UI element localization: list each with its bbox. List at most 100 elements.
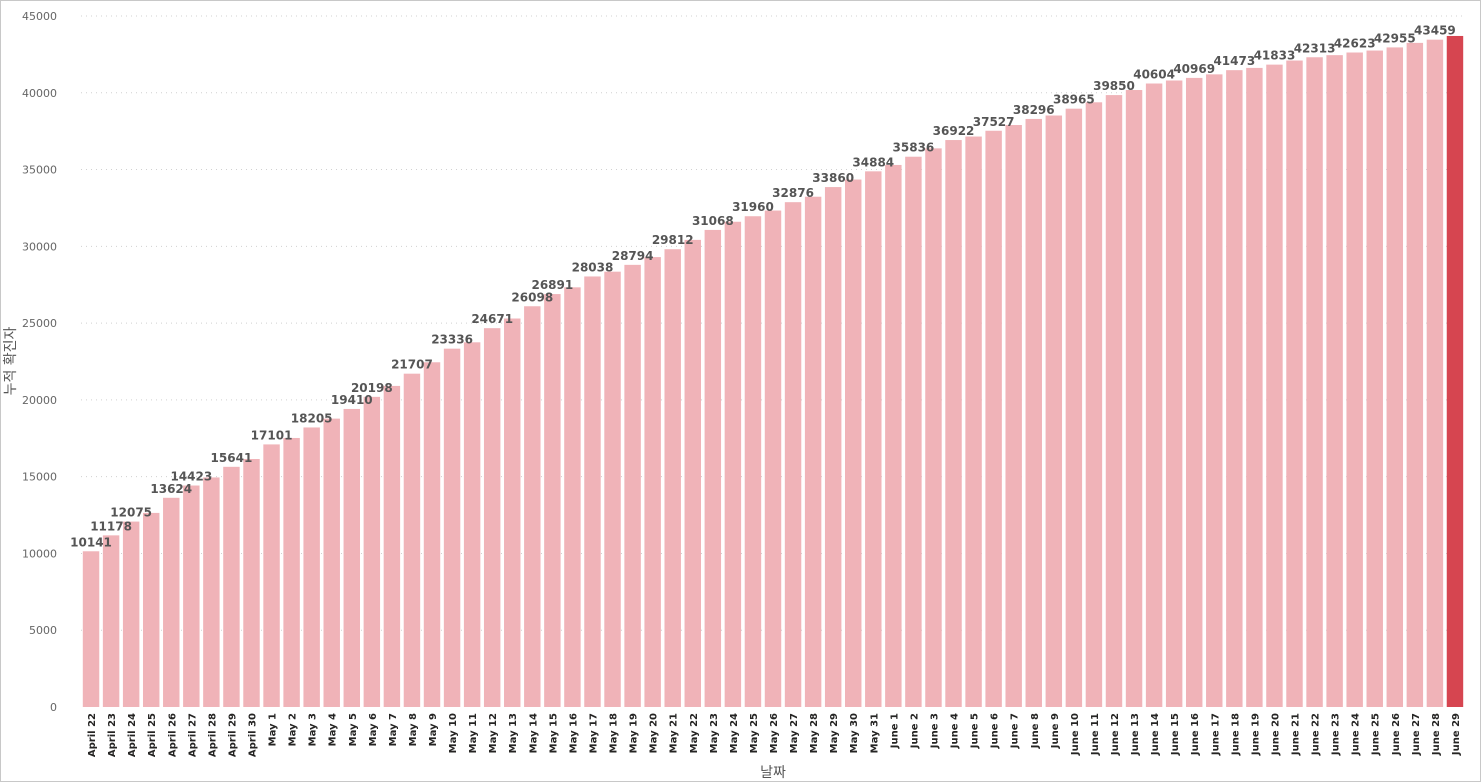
bar[interactable]	[865, 171, 882, 708]
bar[interactable]	[664, 249, 681, 707]
bar[interactable]	[1346, 52, 1363, 707]
bar[interactable]	[1326, 55, 1343, 707]
x-tick-label: May 26	[769, 713, 780, 753]
bar[interactable]	[1406, 42, 1424, 708]
bar[interactable]	[1165, 80, 1183, 707]
x-tick-label: June 21	[1291, 713, 1302, 756]
x-tick-label: June 14	[1150, 713, 1161, 756]
x-tick-label: June 9	[1050, 713, 1061, 749]
x-tick-label: June 17	[1210, 713, 1221, 756]
bar[interactable]	[1025, 118, 1042, 707]
bar[interactable]	[544, 294, 561, 707]
bar[interactable]	[443, 348, 461, 707]
bar[interactable]	[1085, 102, 1103, 708]
bar[interactable]	[303, 427, 320, 707]
bar[interactable]	[423, 362, 441, 707]
bar[interactable]	[383, 385, 401, 707]
bar[interactable]	[183, 485, 200, 707]
bar[interactable]	[824, 187, 842, 707]
data-label: 42313	[1294, 41, 1336, 55]
bar[interactable]	[905, 156, 922, 707]
bar[interactable]	[283, 437, 300, 707]
bar[interactable]	[403, 373, 421, 707]
bar[interactable]	[1286, 60, 1303, 707]
bar[interactable]	[985, 130, 1002, 707]
bar[interactable]	[1145, 83, 1163, 707]
bar[interactable]	[323, 418, 340, 707]
bar[interactable]	[945, 140, 962, 707]
bar[interactable]	[644, 257, 661, 707]
y-axis-ticks: 0 5000 10000 15000 20000 25000 30000 35000 40000…	[22, 10, 57, 714]
x-tick-label: June 1	[889, 713, 900, 749]
bar[interactable]	[504, 318, 521, 707]
bar[interactable]	[463, 342, 481, 707]
bar[interactable]	[223, 466, 240, 707]
bar[interactable]	[1125, 90, 1143, 707]
bar[interactable]	[363, 396, 381, 707]
bar[interactable]	[845, 179, 862, 707]
bar[interactable]	[1226, 70, 1243, 707]
bar[interactable]	[203, 477, 220, 707]
bar[interactable]	[604, 271, 621, 707]
bar[interactable]	[584, 276, 601, 707]
bar[interactable]	[704, 229, 722, 707]
bar[interactable]	[564, 287, 581, 707]
x-tick-label: June 20	[1270, 713, 1281, 756]
bar[interactable]	[1246, 67, 1263, 707]
x-tick-label: May 8	[408, 713, 419, 746]
x-tick-label: June 25	[1371, 713, 1382, 756]
x-tick-label: May 28	[809, 713, 820, 753]
bar[interactable]	[1065, 108, 1083, 707]
bar[interactable]	[1386, 47, 1404, 708]
bar[interactable]	[343, 408, 361, 707]
bar[interactable]	[885, 164, 902, 708]
bar[interactable]	[624, 264, 641, 707]
bar[interactable]	[804, 196, 822, 707]
bar[interactable]	[744, 216, 762, 707]
bar[interactable]	[483, 328, 501, 707]
bar[interactable]	[243, 459, 260, 707]
x-tick-label: April 26	[167, 713, 178, 757]
bar[interactable]	[122, 521, 140, 707]
data-label: 33860	[812, 171, 854, 185]
data-label: 13624	[150, 482, 192, 496]
bar[interactable]	[102, 535, 120, 707]
data-label: 36922	[933, 124, 975, 138]
bar[interactable]	[524, 306, 541, 707]
bar[interactable]	[1446, 35, 1464, 708]
bar[interactable]	[163, 497, 180, 707]
bar[interactable]	[1266, 64, 1283, 707]
data-label: 26891	[531, 278, 573, 292]
bar[interactable]	[1366, 50, 1383, 708]
x-tick-label: May 11	[468, 713, 479, 753]
bar[interactable]	[1005, 125, 1022, 708]
bar[interactable]	[925, 148, 942, 708]
x-tick-label: April 23	[107, 713, 118, 757]
bar[interactable]	[684, 239, 701, 707]
x-tick-label: May 12	[488, 713, 499, 753]
bar[interactable]	[82, 551, 100, 707]
bar[interactable]	[1185, 77, 1203, 707]
y-tick-label: 10000	[22, 547, 57, 560]
x-tick-label: May 4	[328, 713, 339, 746]
x-tick-label: May 18	[609, 713, 620, 753]
bar[interactable]	[724, 221, 742, 707]
bar[interactable]	[1045, 115, 1063, 707]
data-label: 12075	[110, 506, 152, 520]
bar[interactable]	[784, 202, 802, 707]
x-tick-label: May 3	[308, 713, 319, 746]
bar[interactable]	[1426, 39, 1444, 708]
bar[interactable]	[965, 136, 982, 707]
data-label: 43459	[1414, 24, 1456, 38]
bar[interactable]	[1105, 95, 1123, 707]
bar[interactable]	[764, 210, 782, 708]
x-tick-label: April 28	[207, 713, 218, 757]
bar[interactable]	[1206, 74, 1223, 707]
bar[interactable]	[1306, 57, 1323, 707]
x-tick-label: June 3	[929, 713, 940, 749]
x-tick-label: May 24	[729, 713, 740, 753]
x-tick-label: May 7	[388, 713, 399, 746]
bar[interactable]	[263, 444, 280, 707]
bar[interactable]	[142, 512, 160, 707]
